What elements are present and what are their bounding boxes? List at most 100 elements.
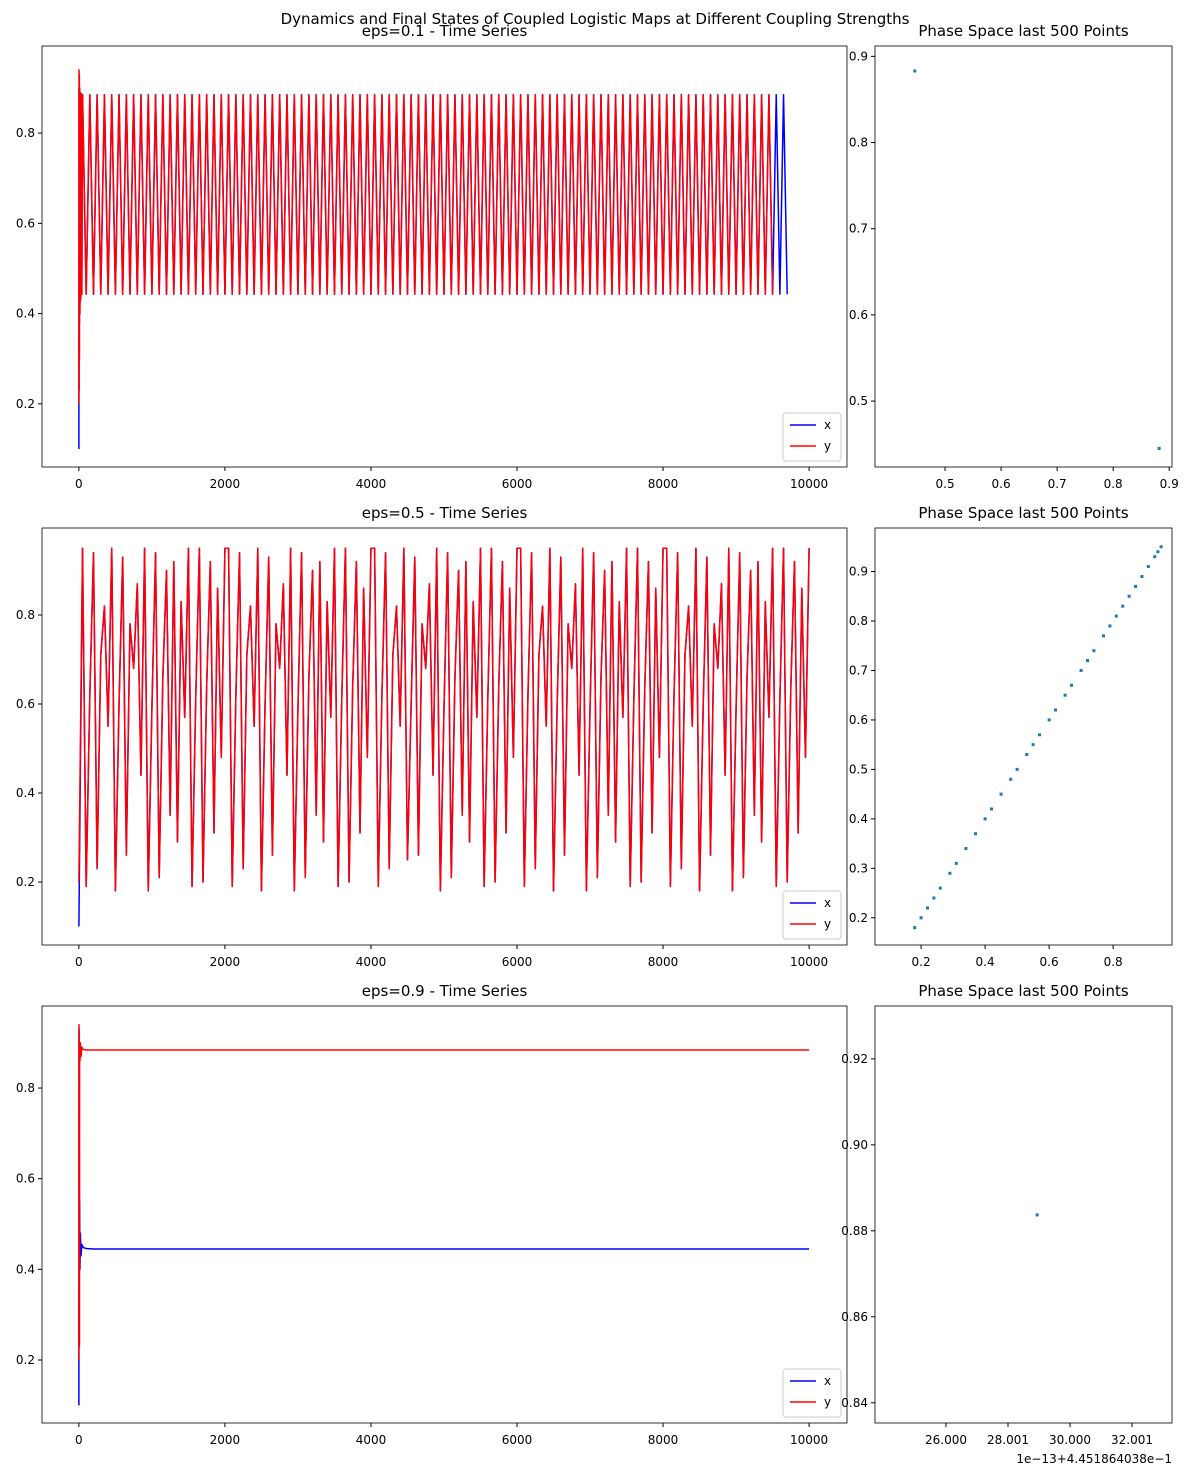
scatter-point bbox=[1031, 743, 1035, 747]
scatter-point bbox=[1159, 545, 1163, 549]
y-tick-label: 0.6 bbox=[16, 1172, 35, 1186]
y-tick-label: 0.6 bbox=[849, 308, 868, 322]
x-offset-label: 1e−13+4.451864038e−1 bbox=[1016, 1452, 1172, 1466]
x-tick-label: 28.001 bbox=[987, 1433, 1029, 1447]
subplot-title: eps=0.5 - Time Series bbox=[362, 504, 528, 522]
scatter-point bbox=[1092, 649, 1096, 653]
y-tick-label: 0.8 bbox=[849, 614, 868, 628]
legend-label: y bbox=[824, 917, 831, 931]
scatter-point bbox=[1156, 550, 1160, 554]
scatter-point bbox=[948, 871, 952, 875]
x-tick-label: 8000 bbox=[648, 477, 679, 491]
x-tick-label: 30.000 bbox=[1049, 1433, 1091, 1447]
scatter-point bbox=[973, 832, 977, 836]
x-tick-label: 4000 bbox=[356, 1433, 387, 1447]
y-tick-label: 0.88 bbox=[841, 1224, 868, 1238]
subplot-title: Phase Space last 500 Points bbox=[918, 982, 1129, 1000]
scatter-point bbox=[999, 792, 1003, 796]
x-tick-label: 0 bbox=[75, 1433, 83, 1447]
x-tick-label: 6000 bbox=[502, 1433, 533, 1447]
y-tick-label: 0.9 bbox=[849, 49, 868, 63]
scatter-point bbox=[1086, 659, 1090, 663]
scatter-point bbox=[1079, 668, 1083, 672]
scatter-point bbox=[989, 807, 993, 811]
axes-frame bbox=[874, 1005, 1173, 1424]
x-tick-label: 8000 bbox=[648, 1433, 679, 1447]
x-tick-label: 0.4 bbox=[976, 955, 995, 969]
y-tick-label: 0.6 bbox=[16, 216, 35, 230]
x-tick-label: 0.9 bbox=[1160, 477, 1179, 491]
axes-frame bbox=[874, 45, 1173, 468]
x-tick-label: 2000 bbox=[210, 955, 241, 969]
y-tick-label: 0.7 bbox=[849, 222, 868, 236]
x-tick-label: 2000 bbox=[210, 477, 241, 491]
scatter-point bbox=[932, 896, 936, 900]
x-tick-label: 2000 bbox=[210, 1433, 241, 1447]
x-tick-label: 0.2 bbox=[912, 955, 931, 969]
scatter-point bbox=[1009, 777, 1013, 781]
x-tick-label: 0 bbox=[75, 477, 83, 491]
x-tick-label: 10000 bbox=[790, 1433, 828, 1447]
line-series bbox=[78, 1023, 810, 1361]
y-tick-label: 0.6 bbox=[849, 713, 868, 727]
y-tick-label: 0.3 bbox=[849, 861, 868, 875]
axes-frame bbox=[41, 45, 848, 468]
legend-label: x bbox=[824, 418, 831, 432]
scatter-point bbox=[1140, 574, 1144, 578]
scatter-point bbox=[919, 916, 923, 920]
scatter-point bbox=[1157, 446, 1161, 450]
x-tick-label: 8000 bbox=[648, 955, 679, 969]
legend-label: y bbox=[824, 1395, 831, 1409]
y-tick-label: 0.84 bbox=[841, 1396, 868, 1410]
y-tick-label: 0.4 bbox=[16, 786, 35, 800]
x-tick-label: 26.000 bbox=[925, 1433, 967, 1447]
subplot-title: Phase Space last 500 Points bbox=[918, 504, 1129, 522]
scatter-point bbox=[1121, 604, 1125, 608]
y-tick-label: 0.90 bbox=[841, 1138, 868, 1152]
x-tick-label: 0.6 bbox=[1040, 955, 1059, 969]
scatter-point bbox=[964, 847, 968, 851]
y-tick-label: 0.6 bbox=[16, 697, 35, 711]
scatter-point bbox=[1015, 767, 1019, 771]
axes-frame bbox=[874, 527, 1173, 946]
legend-label: x bbox=[824, 1374, 831, 1388]
x-tick-label: 0 bbox=[75, 955, 83, 969]
y-tick-label: 0.7 bbox=[849, 663, 868, 677]
scatter-point bbox=[938, 886, 942, 890]
scatter-point bbox=[1063, 693, 1067, 697]
x-tick-label: 6000 bbox=[502, 955, 533, 969]
line-series bbox=[78, 547, 810, 892]
x-tick-label: 0.8 bbox=[1104, 955, 1123, 969]
scatter-point bbox=[913, 926, 917, 930]
subplot-title: Phase Space last 500 Points bbox=[918, 22, 1129, 40]
legend-label: x bbox=[824, 896, 831, 910]
scatter-point bbox=[1134, 584, 1138, 588]
x-tick-label: 4000 bbox=[356, 477, 387, 491]
legend-label: y bbox=[824, 439, 831, 453]
scatter-point bbox=[1102, 634, 1106, 638]
scatter-point bbox=[1035, 1213, 1039, 1217]
scatter-point bbox=[954, 861, 958, 865]
scatter-point bbox=[1127, 594, 1131, 598]
subplot-title: eps=0.9 - Time Series bbox=[362, 982, 528, 1000]
axes-frame bbox=[41, 527, 848, 946]
scatter-point bbox=[925, 906, 929, 910]
scatter-point bbox=[1153, 555, 1157, 559]
y-tick-label: 0.8 bbox=[16, 126, 35, 140]
x-tick-label: 4000 bbox=[356, 955, 387, 969]
y-tick-label: 0.8 bbox=[16, 608, 35, 622]
scatter-point bbox=[1070, 683, 1074, 687]
scatter-point bbox=[1114, 614, 1118, 618]
x-tick-label: 0.6 bbox=[992, 477, 1011, 491]
scatter-point bbox=[1025, 753, 1029, 757]
legend-box bbox=[782, 890, 842, 940]
y-tick-label: 0.86 bbox=[841, 1310, 868, 1324]
y-tick-label: 0.92 bbox=[841, 1052, 868, 1066]
subplot-title: eps=0.1 - Time Series bbox=[362, 22, 528, 40]
y-tick-label: 0.2 bbox=[849, 911, 868, 925]
legend-box bbox=[782, 1368, 842, 1418]
scatter-point bbox=[1146, 565, 1150, 569]
y-tick-label: 0.4 bbox=[16, 307, 35, 321]
